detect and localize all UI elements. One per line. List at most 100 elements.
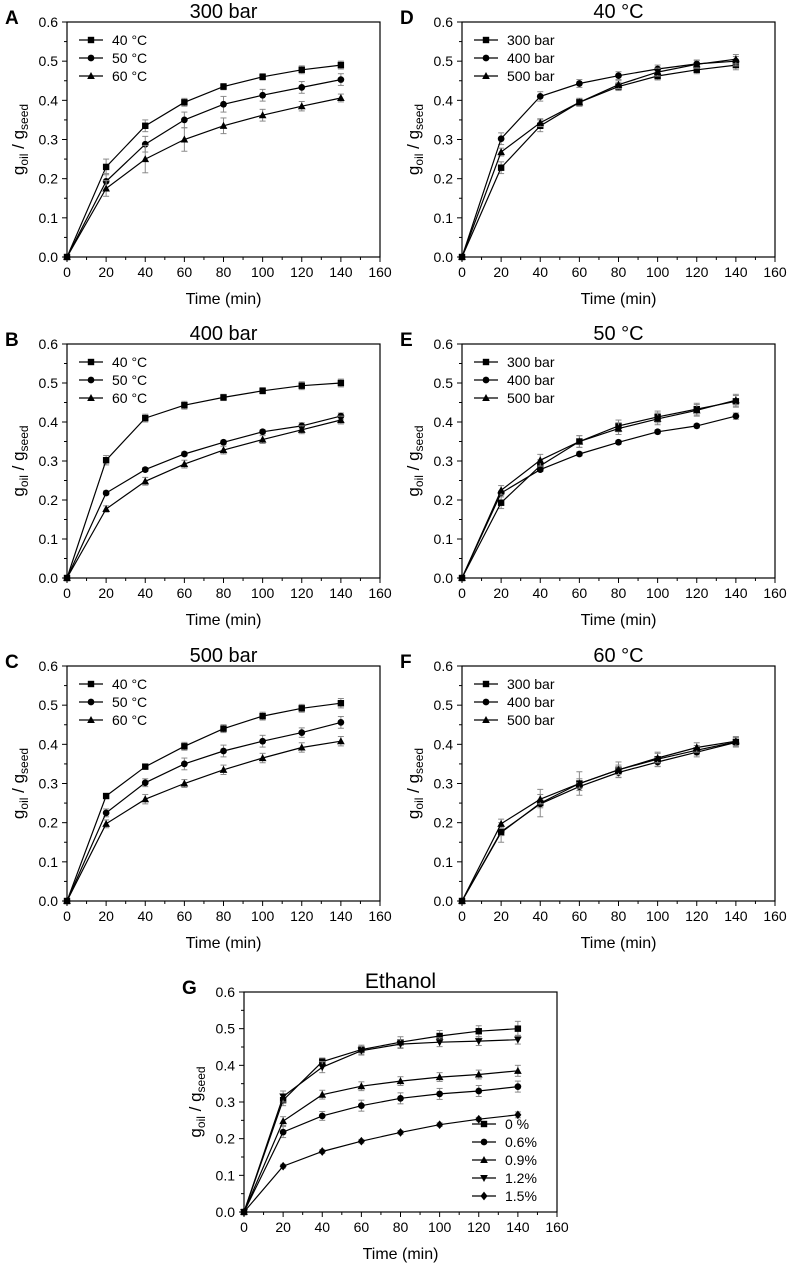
- y-tick-label: 0.3: [434, 776, 454, 792]
- data-point: [141, 140, 149, 148]
- y-tick-label: 0.4: [39, 92, 59, 108]
- series-line: [243, 1039, 518, 1213]
- data-point: [497, 164, 505, 171]
- chart-title: 60 °C: [593, 645, 643, 667]
- legend-marker: [87, 394, 95, 402]
- legend-marker: [480, 1156, 488, 1164]
- x-tick-label: 40: [137, 908, 153, 924]
- data-point: [220, 100, 227, 108]
- x-tick-label: 140: [329, 264, 353, 280]
- data-point: [259, 91, 266, 99]
- y-label-sep: / g: [404, 774, 423, 798]
- legend-marker: [482, 716, 490, 724]
- y-label-g: g: [9, 166, 28, 175]
- x-tick-label: 0: [458, 585, 466, 601]
- data-point: [514, 1025, 522, 1032]
- data-point: [732, 55, 740, 63]
- data-point: [279, 1093, 287, 1101]
- y-label-sub-oil: oil: [17, 154, 31, 166]
- x-tick-label: 0: [63, 585, 71, 601]
- data-point: [693, 66, 700, 73]
- data-point: [141, 795, 150, 803]
- data-point: [259, 428, 266, 436]
- data-point: [357, 1082, 366, 1090]
- x-tick-label: 140: [329, 585, 353, 601]
- y-tick-label: 0.3: [216, 1094, 236, 1110]
- legend: 0 % 0.6% 0.9% 1.2% 1.5%: [472, 1116, 537, 1204]
- y-tick-label: 0.3: [434, 132, 454, 148]
- series-line: [66, 382, 341, 579]
- y-label-sub-oil: oil: [412, 798, 426, 810]
- x-tick-label: 140: [329, 908, 353, 924]
- x-tick-label: 0: [63, 264, 71, 280]
- data-point: [141, 477, 150, 485]
- data-point: [63, 897, 71, 905]
- data-point: [397, 1094, 404, 1102]
- data-point: [219, 446, 228, 454]
- x-tick-label: 80: [216, 908, 232, 924]
- series-line: [243, 1086, 518, 1213]
- y-tick-label: 0.6: [39, 336, 59, 352]
- data-point: [536, 456, 545, 464]
- legend-label: 60 °C: [112, 68, 147, 84]
- y-tick-label: 0.6: [39, 14, 59, 30]
- y-tick-label: 0.1: [39, 531, 59, 547]
- panel-letter: C: [5, 652, 19, 673]
- legend-label: 1.5%: [505, 1188, 537, 1204]
- chart-title: 500 bar: [190, 645, 258, 667]
- y-tick-label: 0.2: [39, 171, 59, 187]
- data-point: [497, 828, 505, 836]
- data-point: [220, 83, 227, 90]
- data-point: [514, 1110, 522, 1120]
- legend-marker: [482, 358, 490, 366]
- x-tick-label: 60: [572, 908, 588, 924]
- y-axis-label: goil / gseed: [404, 425, 426, 496]
- panel-letter: A: [5, 8, 19, 29]
- y-tick-label: 0.3: [434, 453, 454, 469]
- data-point: [318, 1090, 327, 1098]
- y-label-sep: / g: [186, 1092, 205, 1116]
- data-point: [692, 60, 701, 68]
- chart-title: 50 °C: [593, 323, 643, 345]
- data-point: [297, 102, 306, 110]
- series-line: [461, 741, 737, 902]
- x-tick-label: 100: [428, 1219, 452, 1235]
- x-tick-label: 120: [290, 585, 314, 601]
- y-label-sub-seed: seed: [17, 425, 31, 451]
- chart-title: 400 bar: [190, 323, 258, 345]
- y-tick-label: 0.4: [434, 736, 454, 752]
- data-point: [141, 155, 150, 163]
- y-label-g: g: [186, 1128, 205, 1137]
- data-point: [259, 73, 266, 81]
- x-tick-label: 60: [572, 585, 588, 601]
- y-tick-label: 0.6: [434, 14, 454, 30]
- data-point: [279, 1161, 287, 1171]
- y-label-sub-seed: seed: [412, 425, 426, 451]
- y-tick-label: 0.5: [39, 375, 59, 391]
- legend-label: 40 °C: [112, 676, 147, 692]
- chart-title: 300 bar: [190, 1, 258, 23]
- legend-label: 500 bar: [507, 712, 555, 728]
- x-tick-label: 120: [467, 1219, 491, 1235]
- y-tick-label: 0.0: [39, 893, 59, 909]
- x-tick-label: 160: [368, 585, 392, 601]
- data-point: [141, 466, 149, 473]
- data-point: [358, 1102, 365, 1110]
- data-point: [337, 737, 345, 745]
- y-axis-label: goil / gseed: [9, 748, 31, 819]
- y-tick-label: 0.5: [39, 697, 59, 713]
- panel-letter: E: [400, 330, 413, 351]
- series-3: [458, 393, 740, 582]
- y-tick-label: 0.1: [39, 854, 59, 870]
- y-tick-label: 0.6: [216, 984, 236, 1000]
- data-point: [102, 792, 110, 800]
- y-label-sep: / g: [404, 130, 423, 154]
- y-label-sep: / g: [404, 451, 423, 475]
- legend-marker: [480, 1191, 488, 1201]
- x-tick-label: 20: [98, 264, 114, 280]
- y-axis-label: goil / gseed: [186, 1066, 208, 1137]
- data-point: [220, 747, 227, 755]
- data-point: [474, 1038, 483, 1046]
- y-tick-label: 0.4: [434, 92, 454, 108]
- legend-label: 400 bar: [507, 372, 555, 388]
